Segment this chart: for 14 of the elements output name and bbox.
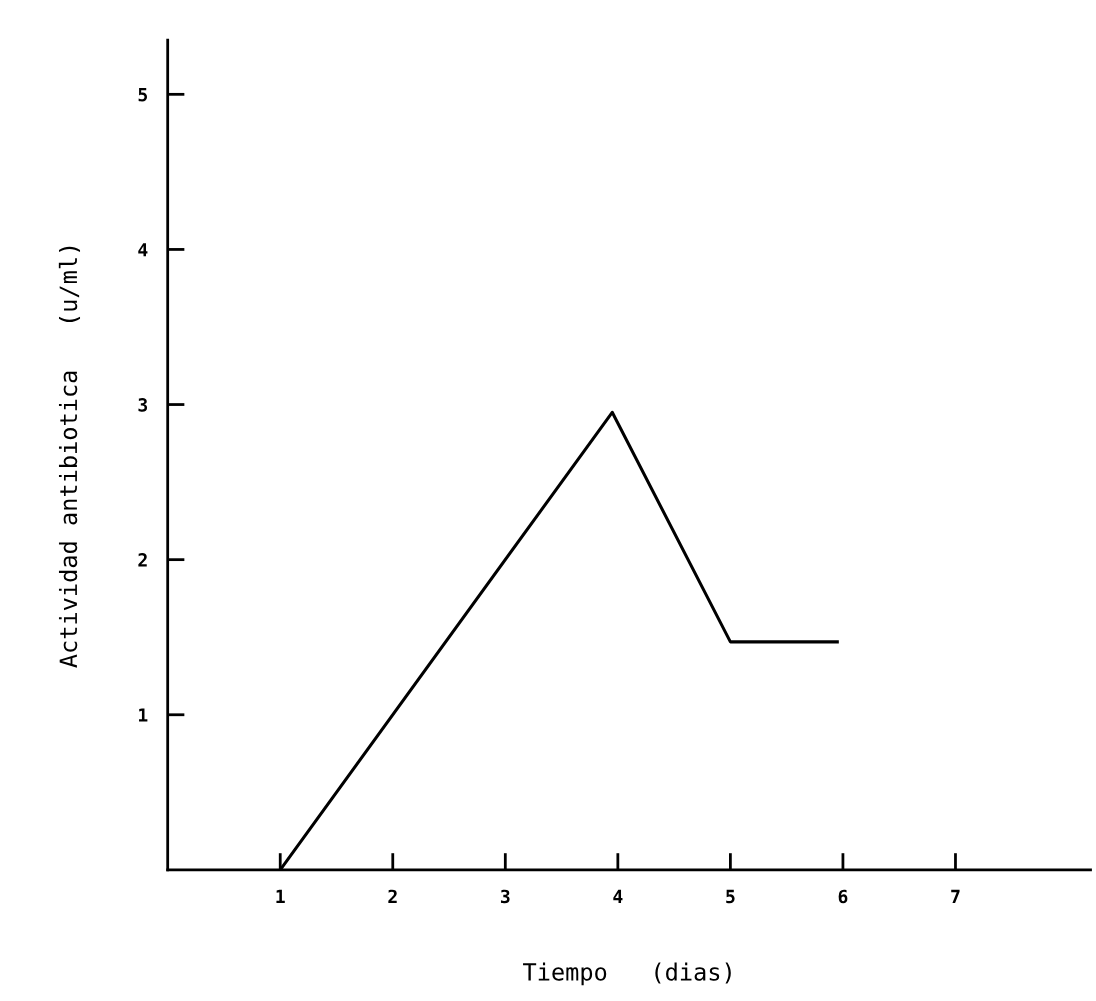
y-tick-label: 1 bbox=[139, 708, 148, 722]
y-axis-title: Actividad antibiotica (u/ml) bbox=[58, 246, 81, 668]
y-tick-label: 2 bbox=[138, 553, 147, 567]
y-tick-label: 4 bbox=[138, 243, 148, 257]
x-tick-label: 3 bbox=[500, 889, 510, 904]
x-tick-label: 7 bbox=[951, 889, 960, 904]
x-tick-label: 5 bbox=[726, 889, 735, 904]
y-tick-label: 5 bbox=[138, 88, 148, 102]
y-tick-label: 3 bbox=[138, 398, 148, 412]
x-axis-title: Tiempo (dias) bbox=[523, 962, 731, 986]
x-tick-label: 1 bbox=[276, 889, 285, 904]
x-tick-label: 6 bbox=[838, 889, 848, 904]
x-tick-label: 2 bbox=[388, 889, 397, 904]
x-tick-label: 4 bbox=[613, 889, 623, 904]
